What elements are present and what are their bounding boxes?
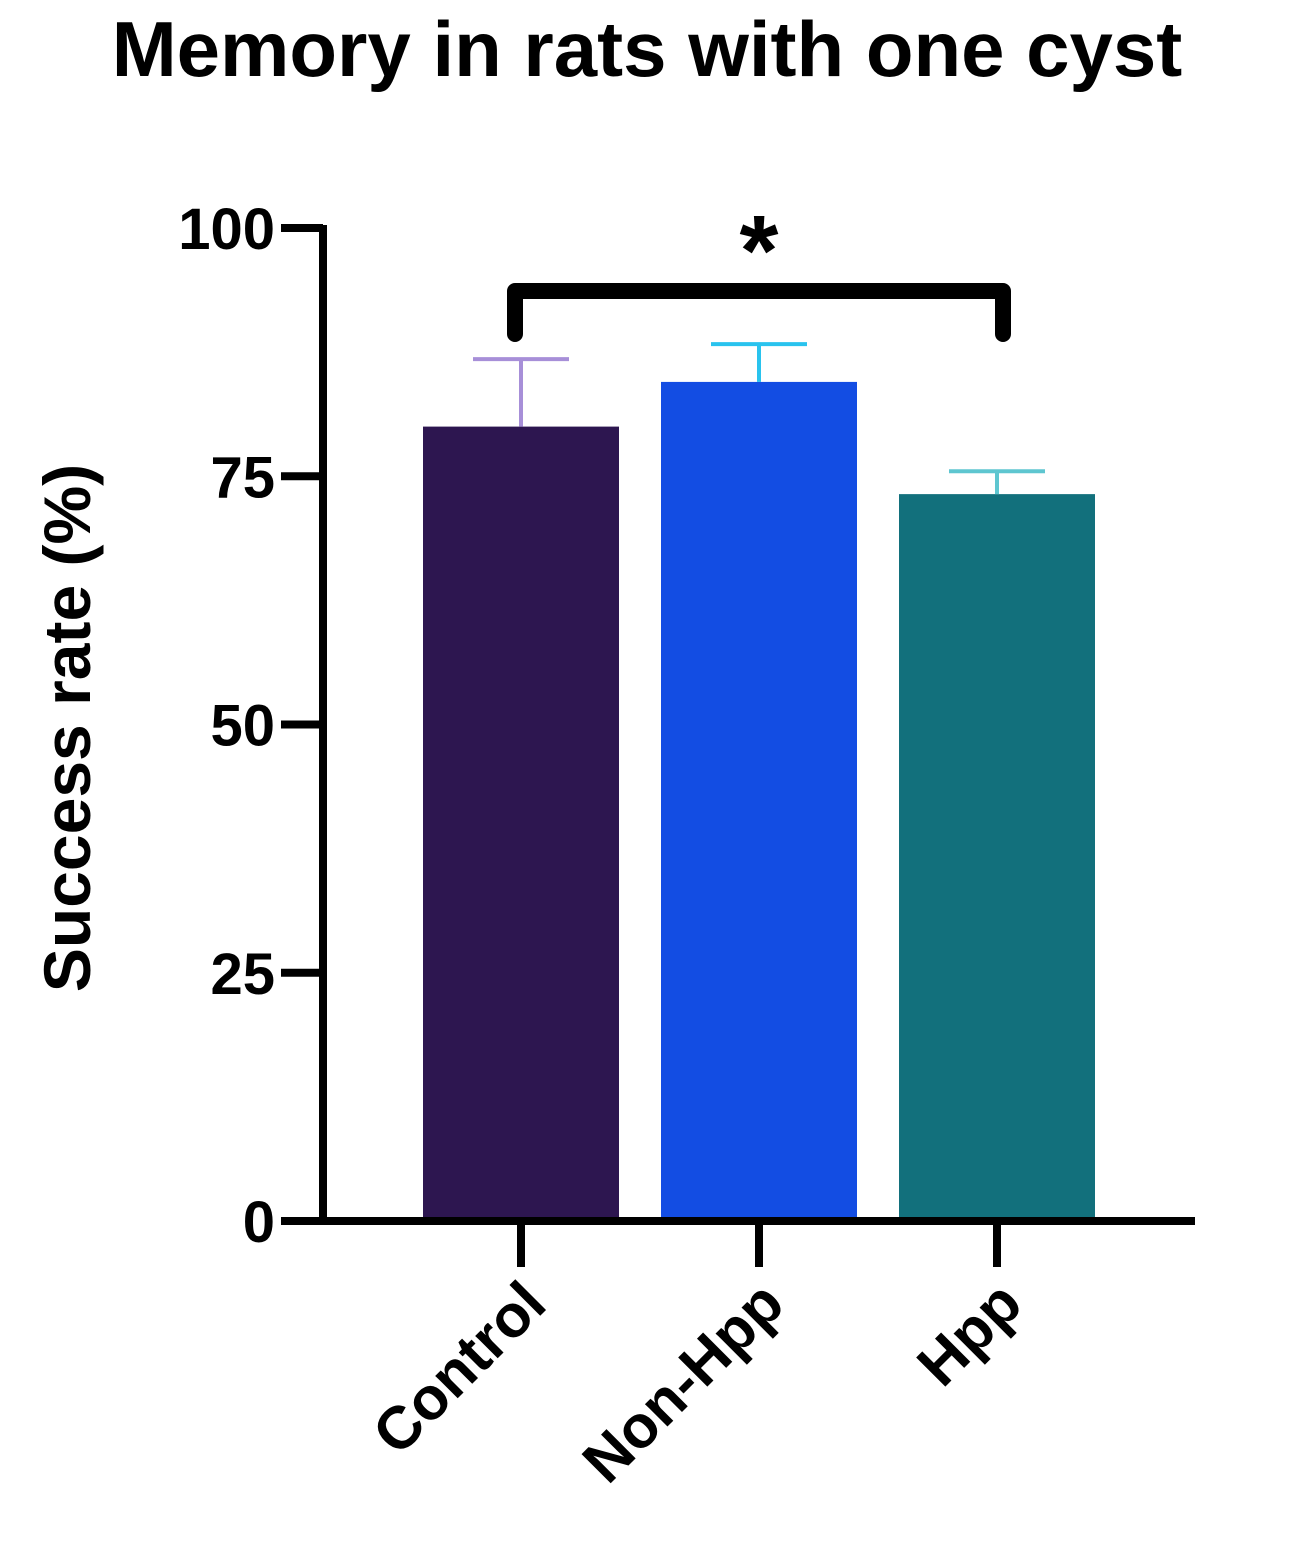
plot-area: 0 25 50 75 100 Control Non-Hpp Hpp * [178, 195, 1195, 1495]
significance-label: * [740, 195, 779, 307]
y-tick-label-2: 50 [210, 694, 275, 759]
y-tick-label-4: 100 [178, 197, 275, 262]
bar-2 [899, 494, 1095, 1221]
x-tick-label-0: Control [360, 1269, 558, 1467]
chart-title: Memory in rats with one cyst [112, 5, 1183, 93]
x-tick-label-2: Hpp [904, 1269, 1034, 1399]
x-tick-label-1: Non-Hpp [570, 1269, 796, 1495]
y-tick-label-3: 75 [210, 445, 275, 510]
bar-1 [661, 381, 857, 1221]
y-tick-label-0: 0 [243, 1190, 275, 1255]
significance-bracket [507, 283, 1011, 342]
y-axis-label: Success rate (%) [30, 464, 104, 992]
y-tick-label-1: 25 [210, 942, 275, 1007]
bar-0 [423, 426, 619, 1222]
